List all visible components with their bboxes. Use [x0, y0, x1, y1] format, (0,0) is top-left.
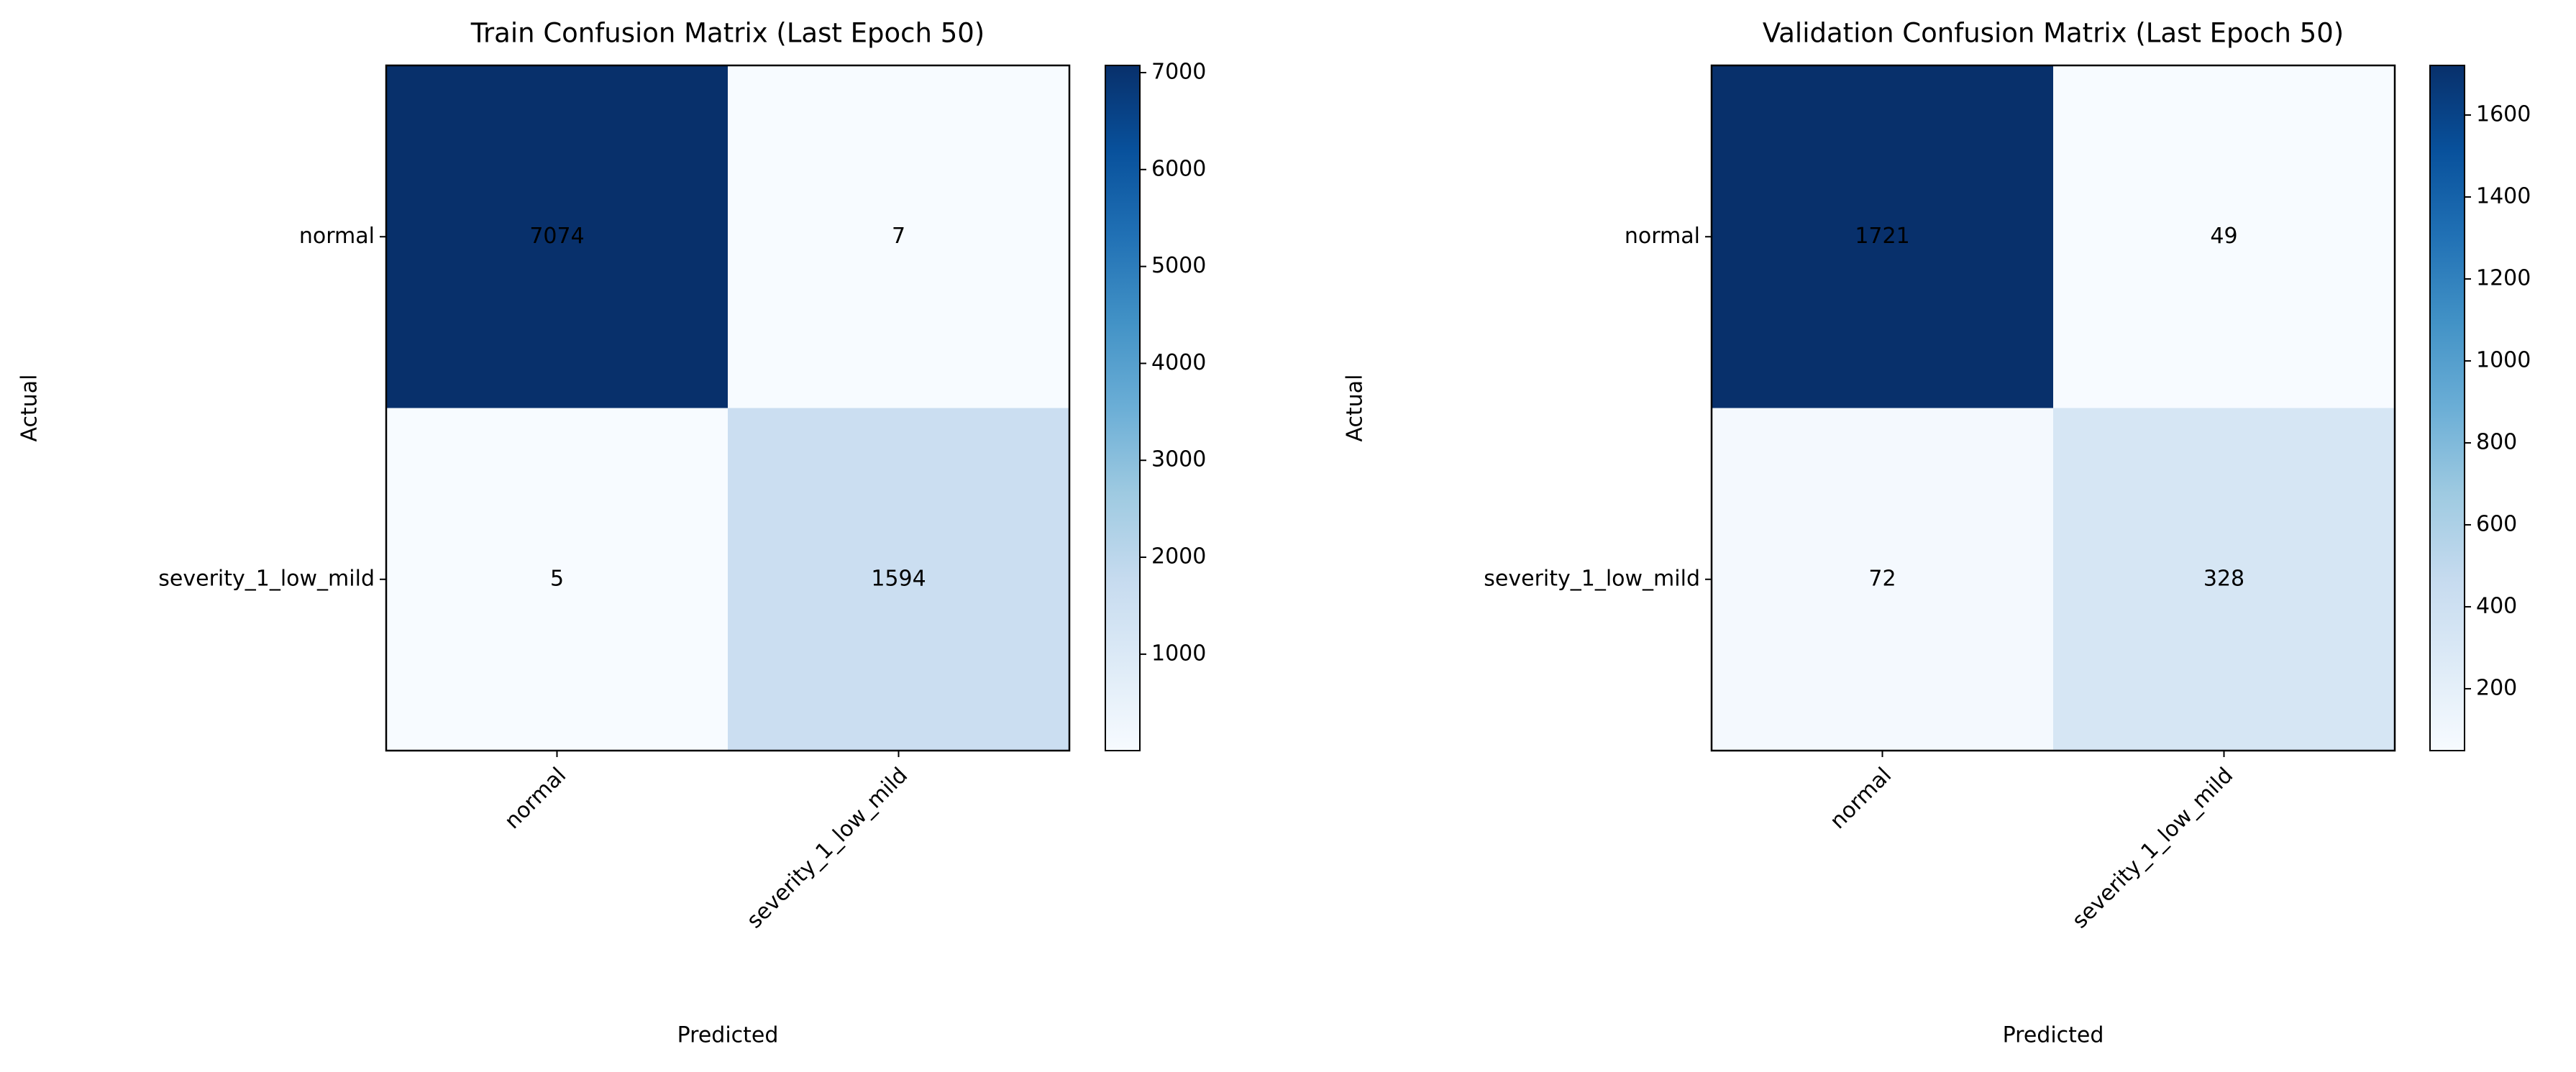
colorbar-tick-label: 1200	[2476, 265, 2531, 290]
chart-title: Train Confusion Matrix (Last Epoch 50)	[470, 18, 985, 49]
heatmap-cell	[1712, 408, 2054, 751]
chart-title: Validation Confusion Matrix (Last Epoch …	[1763, 18, 2344, 49]
x-tick-label: severity_1_low_mild	[2068, 763, 2238, 933]
colorbar-tick-label: 4000	[1151, 350, 1206, 375]
x-tick-label: severity_1_low_mild	[742, 763, 913, 933]
y-tick-label: severity_1_low_mild	[1484, 566, 1700, 591]
colorbar-tick-label: 200	[2476, 675, 2517, 700]
x-axis-label: Predicted	[677, 1023, 779, 1048]
cell-label: 1594	[871, 566, 926, 591]
colorbar-tick-label: 3000	[1151, 447, 1206, 472]
y-tick-label: normal	[1625, 224, 1700, 249]
colorbar	[1105, 65, 1141, 751]
heatmap: Validation Confusion Matrix (Last Epoch …	[1343, 18, 2531, 1048]
cell-label: 7	[892, 224, 905, 249]
colorbar	[2429, 65, 2465, 751]
x-axis-label: Predicted	[2003, 1023, 2104, 1048]
colorbar-tick-label: 1400	[2476, 183, 2531, 209]
y-tick-label: normal	[299, 224, 375, 249]
x-tick-label: normal	[500, 763, 571, 834]
y-axis-label: Actual	[1343, 375, 1368, 442]
y-tick-label: severity_1_low_mild	[158, 566, 375, 591]
cell-label: 7074	[529, 224, 584, 249]
heatmap-cell	[386, 408, 729, 751]
heatmap-cell	[728, 408, 1070, 751]
heatmap-cell	[1712, 65, 2054, 408]
cell-label: 5	[550, 566, 564, 591]
cell-label: 1721	[1855, 224, 1909, 249]
colorbar-tick-label: 6000	[1151, 156, 1206, 181]
cell-label: 72	[1868, 566, 1896, 591]
colorbar-tick-label: 800	[2476, 429, 2517, 454]
y-axis-label: Actual	[17, 375, 42, 442]
colorbar-tick-label: 7000	[1151, 59, 1206, 84]
heatmap-cell	[386, 65, 729, 408]
colorbar-tick-label: 1600	[2476, 101, 2531, 127]
cell-label: 328	[2203, 566, 2244, 591]
colorbar-tick-label: 600	[2476, 511, 2517, 536]
colorbar-tick-label: 5000	[1151, 253, 1206, 278]
cell-label: 49	[2210, 224, 2237, 249]
colorbar-tick-label: 1000	[1151, 641, 1206, 666]
heatmap-cell	[2053, 408, 2395, 751]
colorbar-tick-label: 2000	[1151, 544, 1206, 569]
heatmap-cell	[2053, 65, 2395, 408]
heatmap-cell	[728, 65, 1070, 408]
colorbar-tick-label: 1000	[2476, 347, 2531, 372]
plot-frame	[1710, 64, 2396, 752]
heatmap: Train Confusion Matrix (Last Epoch 50) 70…	[17, 18, 1207, 1048]
plot-frame	[385, 64, 1071, 752]
x-tick-label: normal	[1825, 763, 1896, 834]
colorbar-tick-label: 400	[2476, 593, 2517, 618]
